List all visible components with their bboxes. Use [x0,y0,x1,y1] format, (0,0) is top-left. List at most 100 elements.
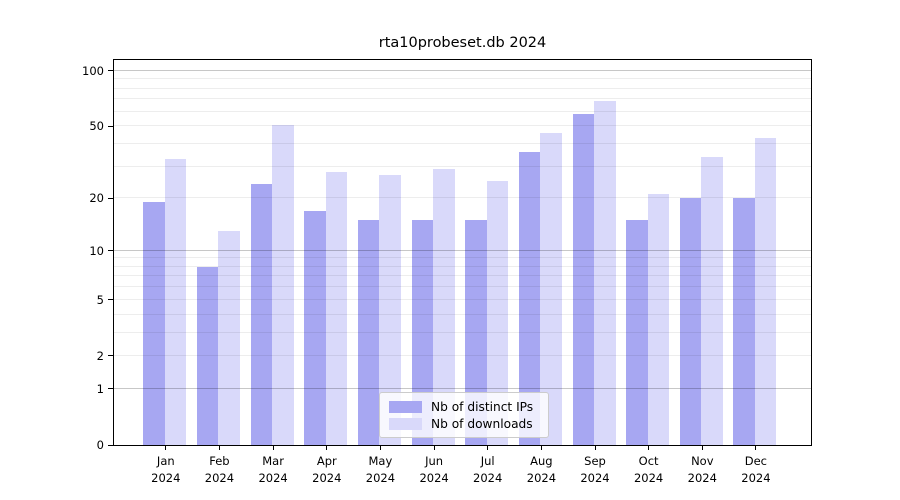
x-tick-oct [648,446,650,450]
x-tick-aug [540,446,542,450]
distinct-ips-swatch [389,400,422,413]
bar-distinct-ips-may [357,220,380,445]
x-tick-year: 2024 [365,471,396,485]
bar-downloads-jan [164,159,187,445]
x-tick-label-nov: Nov 2024 [670,453,734,487]
x-tick-month: Jan [156,454,175,468]
x-tick-sep [594,446,596,450]
x-tick-year: 2024 [258,471,288,485]
y-tick-50 [108,125,113,127]
bar-distinct-ips-sep [572,114,594,445]
x-tick-month: Jun [425,454,444,468]
x-tick-label-may: May 2024 [348,453,412,487]
x-tick-month: Feb [209,454,230,468]
x-tick-month: Sep [584,454,606,468]
x-tick-feb [218,446,220,450]
legend-item-downloads: Nb of downloads [389,415,541,432]
x-tick-label-jul: Jul 2024 [456,453,520,487]
x-tick-label-dec: Dec 2024 [724,453,788,487]
plot-area [113,59,812,446]
major-gridline-100 [114,69,811,71]
x-tick-year: 2024 [419,471,449,485]
x-tick-may [379,446,381,450]
x-tick-apr [326,446,328,450]
bar-downloads-sep [594,100,616,445]
x-tick-jun [433,446,435,450]
downloads-swatch [389,417,422,430]
y-tick-5 [108,299,113,301]
x-tick-jul [487,446,489,450]
bar-downloads-oct [647,194,670,445]
x-tick-label-jan: Jan 2024 [134,453,198,487]
x-tick-label-apr: Apr 2024 [295,453,359,487]
bar-distinct-ips-oct [626,220,648,445]
bar-distinct-ips-nov [679,198,702,445]
bar-distinct-ips-jul [465,220,487,445]
x-tick-year: 2024 [580,471,610,485]
minor-gridline-40 [114,142,811,144]
bar-downloads-mar [272,124,294,445]
x-tick-year: 2024 [473,471,503,485]
x-tick-month: Jul [480,454,495,468]
bar-distinct-ips-dec [733,198,755,445]
x-tick-month: Dec [744,454,768,468]
x-tick-dec [755,446,757,450]
y-tick-0 [108,444,113,446]
bar-distinct-ips-mar [250,184,273,445]
x-tick-year: 2024 [526,471,557,485]
x-tick-label-jun: Jun 2024 [402,453,466,487]
y-tick-2 [108,355,113,357]
x-tick-month: Mar [262,454,284,468]
y-tick-label-100: 100 [82,63,104,78]
minor-gridline-80 [114,87,811,89]
x-tick-year: 2024 [687,471,717,485]
x-tick-label-oct: Oct 2024 [617,453,681,487]
legend-label-downloads: Nb of downloads [431,416,533,431]
bar-distinct-ips-aug [518,152,541,445]
x-tick-month: Nov [691,454,714,468]
x-tick-label-mar: Mar 2024 [241,453,305,487]
x-tick-year: 2024 [312,471,342,485]
bar-downloads-jun [433,169,455,445]
legend: Nb of distinct IPs Nb of downloads [379,392,549,438]
x-tick-jan [165,446,167,450]
minor-gridline-70 [114,98,811,100]
x-tick-label-feb: Feb 2024 [187,453,251,487]
y-tick-20 [108,197,113,199]
x-tick-year: 2024 [204,471,235,485]
x-tick-label-aug: Aug 2024 [509,453,573,487]
chart-title: rta10probeset.db 2024 [378,35,547,51]
bar-downloads-jul [486,180,509,445]
minor-gridline-90 [114,78,811,80]
y-tick-label-20: 20 [89,191,104,206]
x-tick-month: Apr [316,454,337,468]
y-tick-label-1: 1 [96,381,104,396]
x-tick-year: 2024 [741,471,771,485]
x-tick-mar [272,446,274,450]
legend-item-distinct-ips: Nb of distinct IPs [389,398,541,415]
minor-gridline-50 [114,125,811,127]
y-tick-label-0: 0 [96,438,104,452]
x-tick-year: 2024 [151,471,181,485]
bar-downloads-may [379,174,401,445]
x-tick-label-sep: Sep 2024 [563,453,627,487]
y-tick-label-10: 10 [89,243,104,258]
minor-gridline-60 [114,110,811,112]
y-tick-label-50: 50 [89,119,104,134]
bar-downloads-dec [754,138,777,445]
bar-downloads-aug [540,132,562,445]
y-tick-100 [108,70,113,72]
legend-label-distinct-ips: Nb of distinct IPs [431,399,534,414]
y-tick-label-2: 2 [96,348,104,363]
bar-distinct-ips-jan [143,202,165,445]
y-tick-label-5: 5 [96,292,104,307]
x-tick-month: May [368,454,393,468]
x-tick-month: Aug [530,454,553,468]
bar-downloads-nov [701,156,723,445]
bar-downloads-feb [218,231,240,445]
bar-distinct-ips-feb [196,266,219,445]
x-tick-year: 2024 [633,471,664,485]
bar-downloads-apr [325,172,348,445]
bar-distinct-ips-jun [411,220,434,445]
